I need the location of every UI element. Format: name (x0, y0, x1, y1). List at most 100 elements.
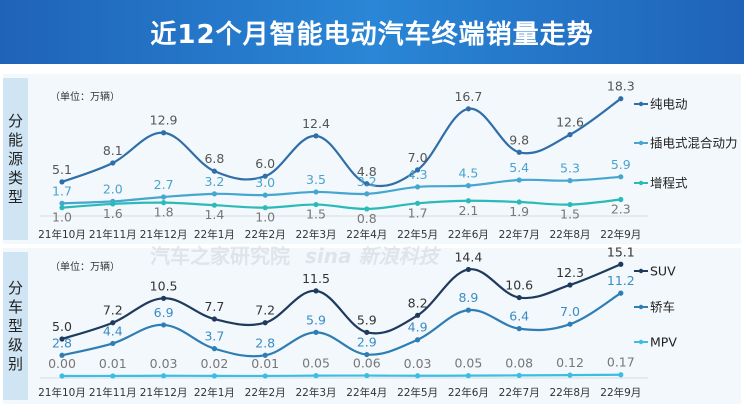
x-tick-label: 21年10月 (38, 228, 86, 241)
data-label: 6.4 (509, 309, 529, 324)
data-label: 7.0 (408, 150, 428, 165)
data-point (618, 96, 624, 102)
data-point (110, 340, 116, 347)
data-label: 4.9 (408, 320, 428, 335)
data-label: 0.03 (404, 356, 432, 371)
data-point (415, 337, 421, 343)
data-point (262, 205, 268, 211)
series-line-纯电动 (61, 97, 622, 188)
data-label: 1.5 (560, 207, 580, 222)
data-point (465, 373, 471, 379)
data-point (262, 192, 268, 198)
data-label: 1.6 (103, 206, 123, 221)
data-point (211, 168, 217, 174)
x-tick-label: 22年9月 (600, 228, 641, 241)
data-label: 12.9 (150, 113, 178, 128)
data-point (313, 189, 319, 195)
data-point (262, 173, 268, 179)
data-label: 2.7 (154, 177, 174, 192)
data-label: 1.4 (204, 207, 224, 222)
data-label: 1.0 (255, 210, 275, 225)
data-point (465, 183, 471, 189)
data-label: 0.05 (302, 356, 330, 371)
data-point (364, 191, 370, 197)
data-label: 16.7 (454, 89, 482, 104)
x-tick-label: 21年12月 (140, 228, 188, 241)
data-point (59, 336, 65, 342)
x-tick-label: 22年2月 (245, 386, 286, 399)
data-point (516, 199, 522, 205)
legend-marker (638, 304, 644, 310)
data-point (313, 373, 319, 379)
data-point (110, 160, 116, 166)
x-tick-label: 22年4月 (346, 228, 387, 241)
x-tick-label: 22年8月 (549, 228, 590, 241)
data-label: 1.8 (154, 205, 174, 220)
legend-label: 轿车 (650, 300, 675, 315)
data-point (161, 194, 167, 200)
data-label: 0.02 (200, 356, 228, 371)
data-point (364, 181, 370, 187)
data-label: 18.3 (607, 79, 635, 94)
x-tick-label: 22年2月 (245, 228, 286, 241)
data-point (618, 290, 624, 296)
data-point (465, 307, 471, 313)
data-label: 7.7 (204, 299, 224, 314)
data-point (161, 200, 167, 206)
data-label: 4.5 (458, 166, 478, 181)
data-point (516, 372, 522, 379)
data-point (567, 372, 573, 378)
data-label: 3.2 (204, 174, 224, 189)
x-tick-label: 21年11月 (89, 228, 137, 241)
data-label: 3.7 (204, 329, 224, 344)
x-tick-label: 21年11月 (89, 386, 137, 399)
data-label: 1.7 (408, 205, 428, 220)
data-point (211, 346, 217, 352)
data-label: 1.9 (509, 204, 529, 219)
series-line-轿车 (61, 292, 622, 358)
data-point (313, 201, 319, 208)
legend-label: 增程式 (650, 176, 688, 191)
data-label: 5.3 (560, 161, 580, 176)
data-point (59, 352, 65, 358)
data-point (313, 329, 319, 335)
data-label: 8.9 (458, 290, 478, 305)
data-label: 8.2 (408, 295, 428, 310)
legend-marker (638, 268, 644, 274)
watermark-autohome: 汽车之家研究院 (150, 244, 290, 268)
data-label: 2.0 (103, 181, 123, 196)
data-point (465, 198, 471, 204)
data-point (211, 316, 217, 322)
unit-label-1: （单位：万辆） (50, 260, 120, 273)
watermark-sina: sina 新浪科技 (305, 244, 439, 268)
data-point (313, 133, 319, 139)
vehicle-class-side-label: 分车型级别 (3, 252, 28, 400)
data-point (516, 326, 522, 332)
data-point (161, 373, 167, 379)
series-line-增程式 (61, 198, 621, 211)
x-tick-label: 22年6月 (448, 228, 489, 241)
data-label: 1.7 (52, 183, 72, 198)
data-label: 2.3 (611, 202, 631, 217)
data-point (618, 174, 624, 180)
x-tick-label: 21年10月 (38, 386, 86, 399)
data-point (211, 191, 217, 197)
data-point (567, 201, 573, 208)
data-point (415, 373, 421, 379)
data-point (110, 373, 116, 379)
x-tick-label: 22年4月 (346, 386, 387, 399)
data-label: 0.00 (48, 356, 76, 371)
data-label: 4.4 (103, 323, 123, 338)
data-label: 12.3 (556, 265, 584, 280)
data-point (262, 352, 268, 358)
legend-marker (638, 140, 644, 146)
data-point (567, 282, 573, 288)
data-point (262, 320, 268, 326)
data-point (59, 179, 65, 185)
data-label: 14.4 (454, 249, 482, 264)
x-tick-label: 22年6月 (448, 386, 489, 399)
data-point (618, 372, 624, 378)
data-label: 0.03 (150, 356, 178, 371)
chart-title: 近12个月智能电动汽车终端销量走势 (0, 0, 744, 64)
data-point (618, 261, 624, 267)
